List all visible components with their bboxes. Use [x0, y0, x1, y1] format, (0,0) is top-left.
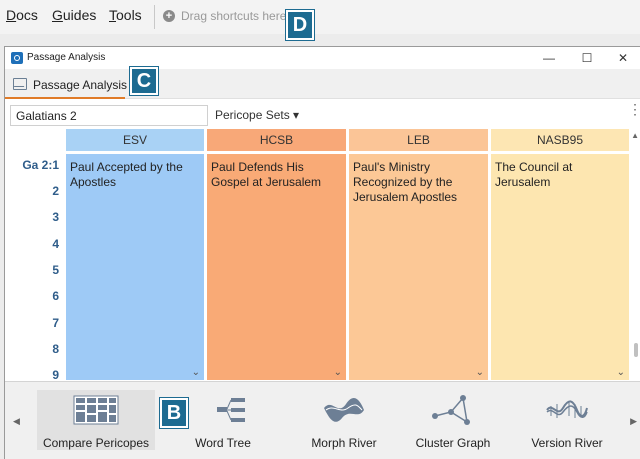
- chooser-label: Cluster Graph: [415, 436, 491, 450]
- pericope-title: Paul Defends His Gospel at Jerusalem: [211, 160, 322, 189]
- pericope-cell-esv[interactable]: Paul Accepted by the Apostles ⌄: [66, 154, 204, 380]
- pericope-sets-dropdown[interactable]: Pericope Sets ▾: [215, 108, 300, 122]
- chevron-left-icon[interactable]: ◀: [13, 416, 20, 426]
- chooser-label: Morph River: [311, 436, 377, 450]
- pericope-title: Paul's Ministry Recognized by the Jerusa…: [353, 160, 458, 204]
- chevron-down-icon[interactable]: ⌄: [191, 367, 200, 378]
- app-menubar: Docs Guides Tools + Drag shortcuts here: [0, 0, 640, 34]
- pericope-title: The Council at Jerusalem: [495, 160, 573, 189]
- minimize-button[interactable]: —: [543, 51, 555, 65]
- scroll-up-icon[interactable]: ▲: [631, 131, 639, 140]
- visualization-chooser: ◀ ▶ Compare Pericopes Word Tre: [5, 381, 640, 459]
- passage-analysis-window: Passage Analysis — ☐ ✕ Passage Analysis …: [4, 46, 640, 459]
- pericope-title: Paul Accepted by the Apostles: [70, 160, 183, 189]
- chevron-right-icon[interactable]: ▶: [630, 416, 637, 426]
- column-header-nasb95[interactable]: NASB95: [491, 129, 629, 151]
- window-title: Passage Analysis: [27, 52, 106, 63]
- cluster-graph-icon: [432, 395, 470, 425]
- morph-river-icon: [324, 397, 364, 422]
- scrollbar-thumb[interactable]: [634, 343, 638, 357]
- verse-label: 2: [52, 184, 59, 198]
- menu-docs[interactable]: Docs: [6, 7, 38, 23]
- panel-toolbar: Pericope Sets ▾ ⋮: [5, 100, 640, 128]
- passage-analysis-app-icon: [11, 52, 23, 64]
- compare-pericopes-icon: [73, 395, 119, 425]
- word-tree-icon: [217, 398, 245, 422]
- pericope-cell-hcsb[interactable]: Paul Defends His Gospel at Jerusalem ⌄: [207, 154, 346, 380]
- verse-label: 7: [52, 316, 59, 330]
- pericope-cell-leb[interactable]: Paul's Ministry Recognized by the Jerusa…: [349, 154, 488, 380]
- pericope-cell-nasb95[interactable]: The Council at Jerusalem ⌄: [491, 154, 629, 380]
- chevron-down-icon[interactable]: ⌄: [475, 367, 484, 378]
- chooser-compare-pericopes[interactable]: Compare Pericopes: [37, 390, 155, 450]
- close-button[interactable]: ✕: [617, 51, 629, 65]
- verse-label: 6: [52, 289, 59, 303]
- chooser-version-river[interactable]: Version River: [517, 390, 617, 450]
- chooser-label: Version River: [531, 436, 603, 450]
- verse-label: Ga 2:1: [22, 158, 59, 172]
- column-header-esv[interactable]: ESV: [66, 129, 204, 151]
- verse-label: 9: [52, 368, 59, 382]
- more-options-icon[interactable]: ⋮: [628, 101, 640, 117]
- window-titlebar[interactable]: Passage Analysis — ☐ ✕: [5, 47, 640, 69]
- column-header-hcsb[interactable]: HCSB: [207, 129, 346, 151]
- verse-label: 5: [52, 263, 59, 277]
- verse-label: 8: [52, 342, 59, 356]
- chooser-morph-river[interactable]: Morph River: [289, 390, 399, 450]
- callout-badge-c: C: [130, 67, 158, 95]
- plus-icon: +: [163, 10, 175, 22]
- chevron-down-icon[interactable]: ⌄: [333, 367, 342, 378]
- callout-badge-d: D: [286, 10, 314, 40]
- version-river-icon: [546, 400, 588, 418]
- panel-tab-passage-analysis[interactable]: Passage Analysis: [33, 78, 128, 92]
- passage-analysis-icon: [13, 78, 27, 90]
- verse-label: 3: [52, 210, 59, 224]
- chooser-cluster-graph[interactable]: Cluster Graph: [403, 390, 503, 450]
- verse-label: 4: [52, 237, 59, 251]
- vertical-scrollbar[interactable]: ▲: [631, 129, 640, 380]
- verse-labels: Ga 2:1 2 3 4 5 6 7 8 9: [5, 129, 65, 382]
- chevron-down-icon[interactable]: ⌄: [616, 367, 625, 378]
- chooser-label: Word Tree: [195, 436, 251, 450]
- reference-input[interactable]: [10, 105, 208, 126]
- menu-tools[interactable]: Tools: [109, 7, 142, 23]
- menu-divider: [154, 5, 155, 29]
- shortcuts-drop-zone[interactable]: Drag shortcuts here: [181, 9, 287, 23]
- active-tab-indicator: [5, 97, 125, 99]
- callout-badge-b: B: [160, 398, 188, 428]
- maximize-button[interactable]: ☐: [581, 51, 593, 65]
- pericope-grid: Ga 2:1 2 3 4 5 6 7 8 9 ESV Paul Accepted…: [5, 129, 640, 382]
- menu-guides[interactable]: Guides: [52, 7, 97, 23]
- chooser-label: Compare Pericopes: [42, 436, 150, 450]
- panel-tabbar: Passage Analysis: [5, 69, 640, 99]
- column-header-leb[interactable]: LEB: [349, 129, 488, 151]
- chooser-word-tree[interactable]: Word Tree: [173, 390, 273, 450]
